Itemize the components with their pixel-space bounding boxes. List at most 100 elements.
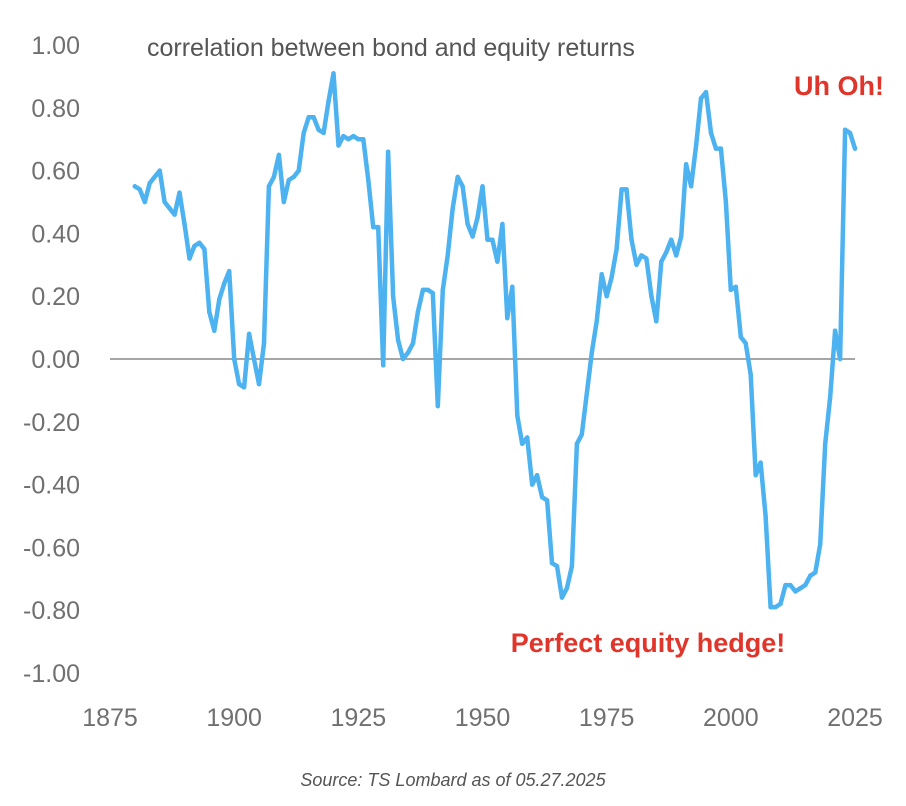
series-point bbox=[261, 341, 267, 346]
series-point bbox=[738, 334, 743, 340]
y-tick-label: -0.40 bbox=[23, 472, 80, 500]
series-point bbox=[381, 363, 386, 368]
series-point bbox=[758, 460, 763, 465]
series-point bbox=[271, 174, 277, 180]
series-point bbox=[197, 240, 202, 245]
series-point bbox=[246, 331, 252, 337]
series-point bbox=[346, 137, 351, 142]
series-point bbox=[609, 275, 614, 280]
series-point bbox=[634, 262, 639, 267]
series-point bbox=[490, 237, 495, 242]
series-point bbox=[167, 206, 172, 211]
series-point bbox=[390, 294, 396, 299]
series-point bbox=[589, 350, 594, 355]
series-point bbox=[222, 281, 227, 286]
series-point bbox=[723, 199, 729, 205]
series-point bbox=[376, 224, 381, 230]
y-tick-label: -0.80 bbox=[23, 597, 80, 625]
series-point bbox=[410, 341, 416, 346]
series-point bbox=[713, 146, 719, 151]
series-point bbox=[425, 287, 431, 293]
series-point bbox=[574, 441, 580, 446]
series-point bbox=[440, 287, 445, 293]
series-point bbox=[505, 316, 510, 321]
series-point bbox=[679, 234, 684, 239]
series-point bbox=[455, 174, 460, 180]
series-point bbox=[664, 250, 669, 255]
series-point bbox=[629, 237, 634, 242]
series-point bbox=[351, 133, 356, 139]
series-point bbox=[217, 297, 222, 302]
series-point bbox=[813, 570, 818, 575]
series-point bbox=[837, 356, 843, 362]
series-point bbox=[520, 441, 525, 446]
series-point bbox=[500, 221, 505, 227]
x-axis-ticks: 1875 1900 1925 1950 1975 2000 2025 bbox=[82, 704, 883, 732]
series-point bbox=[286, 177, 291, 183]
series-point bbox=[639, 253, 644, 258]
series-point bbox=[559, 595, 565, 600]
series-point bbox=[157, 168, 162, 173]
y-tick-label: -0.20 bbox=[23, 409, 80, 437]
y-tick-label: 0.20 bbox=[31, 283, 80, 311]
series-point bbox=[539, 495, 545, 500]
series-point bbox=[544, 498, 550, 503]
series-point bbox=[549, 560, 555, 566]
series-point bbox=[356, 137, 361, 142]
series-point bbox=[341, 133, 346, 139]
series-point bbox=[475, 215, 480, 220]
series-point bbox=[400, 356, 406, 362]
series-point bbox=[132, 184, 137, 189]
series-point bbox=[465, 221, 470, 227]
series-point bbox=[654, 319, 659, 324]
series-point bbox=[832, 328, 838, 333]
series-point bbox=[599, 272, 604, 277]
series-point bbox=[147, 181, 152, 186]
series-point bbox=[232, 356, 237, 362]
series-point bbox=[236, 381, 242, 387]
series-point bbox=[515, 413, 520, 418]
series-point bbox=[842, 127, 848, 132]
series-point bbox=[192, 243, 197, 249]
series-point bbox=[251, 356, 257, 362]
series-point bbox=[554, 564, 560, 569]
series-point bbox=[435, 403, 440, 409]
series-points bbox=[132, 71, 858, 610]
series-point bbox=[256, 381, 262, 387]
series-point bbox=[306, 115, 311, 120]
series-point bbox=[336, 143, 341, 148]
x-tick-label: 2000 bbox=[703, 704, 759, 732]
series-point bbox=[450, 206, 455, 211]
y-tick-label: -0.60 bbox=[23, 534, 80, 562]
series-point bbox=[525, 435, 530, 440]
series-point bbox=[510, 284, 515, 289]
series-point bbox=[152, 174, 157, 180]
series-point bbox=[579, 432, 584, 437]
series-point bbox=[718, 146, 724, 151]
series-point bbox=[624, 187, 629, 192]
series-point bbox=[207, 309, 212, 315]
y-tick-label: 0.60 bbox=[31, 158, 80, 186]
correlation-series-line bbox=[132, 71, 858, 610]
series-point bbox=[688, 184, 694, 189]
series-point bbox=[768, 604, 773, 610]
y-tick-label: -1.00 bbox=[23, 660, 80, 688]
series-point bbox=[276, 152, 282, 158]
series-point bbox=[604, 294, 609, 299]
series-point bbox=[415, 309, 421, 315]
annotation-uh-oh: Uh Oh! bbox=[794, 71, 884, 101]
y-tick-label: 1.00 bbox=[31, 32, 80, 60]
series-point bbox=[530, 482, 535, 487]
series-point bbox=[296, 168, 301, 173]
series-point bbox=[311, 115, 316, 120]
x-tick-label: 1950 bbox=[455, 704, 511, 732]
annotation-perfect-hedge: Perfect equity hedge! bbox=[511, 628, 786, 658]
series-point bbox=[674, 253, 679, 258]
series-point bbox=[445, 253, 450, 258]
x-tick-label: 1875 bbox=[82, 704, 138, 732]
x-tick-label: 2025 bbox=[827, 704, 883, 732]
y-tick-label: 0.40 bbox=[31, 220, 80, 248]
series-point bbox=[564, 586, 570, 591]
series-point bbox=[405, 350, 411, 355]
series-point bbox=[669, 237, 674, 242]
